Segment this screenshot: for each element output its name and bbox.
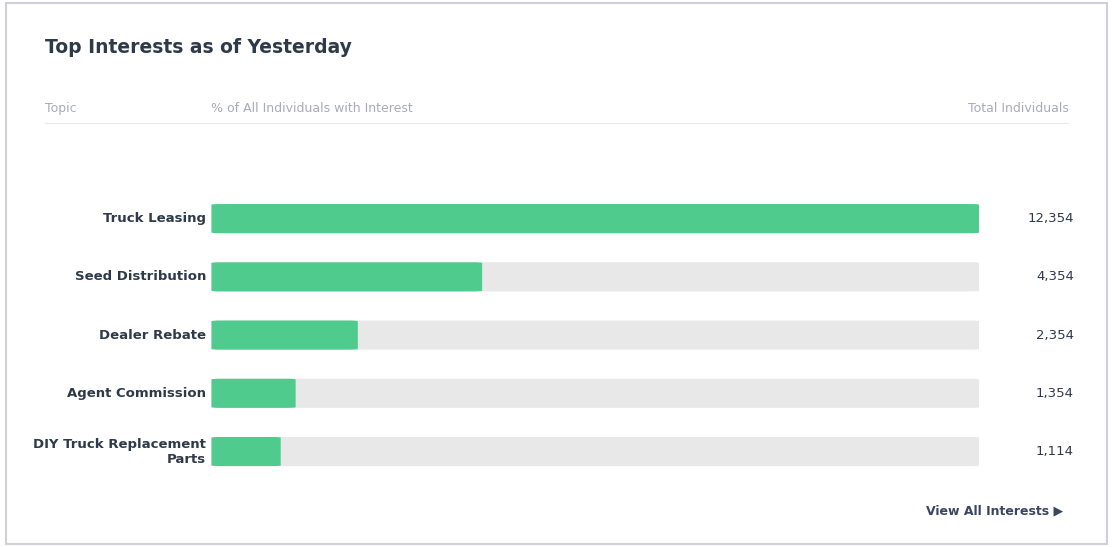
FancyBboxPatch shape — [211, 263, 979, 292]
Text: DIY Truck Replacement
Parts: DIY Truck Replacement Parts — [33, 438, 206, 465]
Text: Dealer Rebate: Dealer Rebate — [99, 329, 206, 341]
Text: Top Interests as of Yesterday: Top Interests as of Yesterday — [45, 38, 352, 57]
FancyBboxPatch shape — [211, 321, 357, 350]
Text: View All Interests ▶: View All Interests ▶ — [926, 504, 1063, 517]
FancyBboxPatch shape — [211, 379, 296, 408]
Text: 2,354: 2,354 — [1036, 329, 1074, 341]
Text: 1,114: 1,114 — [1036, 445, 1074, 458]
FancyBboxPatch shape — [211, 263, 482, 292]
FancyBboxPatch shape — [211, 437, 979, 466]
Text: Truck Leasing: Truck Leasing — [102, 212, 206, 225]
Text: 1,354: 1,354 — [1036, 387, 1074, 400]
FancyBboxPatch shape — [211, 437, 280, 466]
Text: Topic: Topic — [45, 102, 76, 115]
Text: % of All Individuals with Interest: % of All Individuals with Interest — [211, 102, 413, 115]
Text: 4,354: 4,354 — [1036, 270, 1074, 283]
FancyBboxPatch shape — [211, 379, 979, 408]
Text: Total Individuals: Total Individuals — [967, 102, 1068, 115]
FancyBboxPatch shape — [211, 321, 979, 350]
Text: Seed Distribution: Seed Distribution — [75, 270, 206, 283]
FancyBboxPatch shape — [211, 204, 979, 233]
FancyBboxPatch shape — [211, 204, 979, 233]
Text: Agent Commission: Agent Commission — [67, 387, 206, 400]
Text: 12,354: 12,354 — [1027, 212, 1074, 225]
